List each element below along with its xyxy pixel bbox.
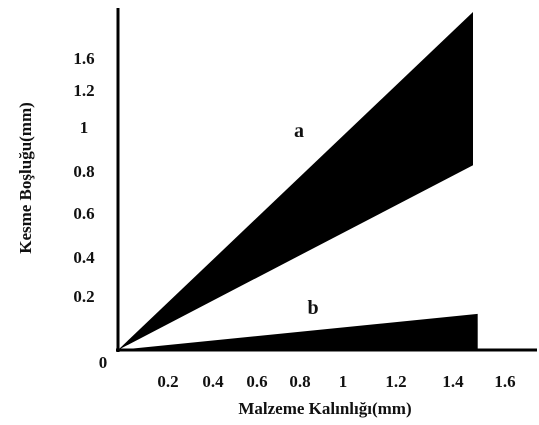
x-tick-label: 1.4 bbox=[442, 372, 464, 391]
y-tick-label: 0.8 bbox=[73, 162, 94, 181]
y-tick-label: 1.6 bbox=[73, 49, 94, 68]
y-axis-title: Kesme Boşluğu(mm) bbox=[16, 102, 35, 254]
y-tick-label: 0.6 bbox=[73, 204, 94, 223]
x-tick-label: 1.2 bbox=[385, 372, 406, 391]
x-tick-label: 1.6 bbox=[494, 372, 515, 391]
x-tick-label: 0.8 bbox=[289, 372, 310, 391]
x-tick-label: 1 bbox=[339, 372, 348, 391]
y-tick-label: 1.2 bbox=[73, 81, 94, 100]
axes-layer bbox=[116, 8, 537, 352]
band-a bbox=[118, 12, 473, 350]
y-tick-label: 0.2 bbox=[73, 287, 94, 306]
x-tick-label: 0.6 bbox=[246, 372, 267, 391]
band-label-b: b bbox=[307, 297, 318, 319]
x-tick-label: 0.2 bbox=[157, 372, 178, 391]
origin-label: 0 bbox=[99, 353, 108, 372]
x-tick-label: 0.4 bbox=[202, 372, 224, 391]
bands-layer bbox=[118, 12, 478, 350]
band-b bbox=[118, 313, 478, 350]
band-label-a: a bbox=[294, 120, 304, 142]
labels-layer: a b 0 0.2 0.4 0.6 0.8 1 1.2 1.4 1.6 0.2 0.4 0.6 0.8 1 1.… bbox=[16, 49, 516, 418]
y-tick-label: 0.4 bbox=[73, 248, 95, 267]
y-tick-label: 1 bbox=[80, 118, 89, 137]
x-axis-title: Malzeme Kalınlığı(mm) bbox=[238, 399, 411, 418]
